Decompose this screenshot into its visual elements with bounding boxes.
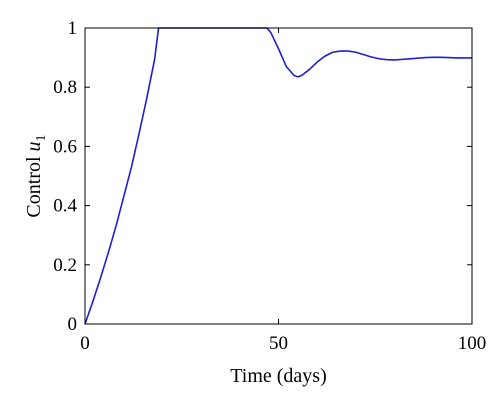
x-tick-label-2: 100	[458, 333, 487, 354]
y-tick-label-0: 0	[68, 314, 78, 335]
y-axis-label-subscript: 1	[34, 134, 49, 141]
y-tick-label-4: 0.8	[53, 77, 77, 98]
ticks-layer	[84, 27, 473, 325]
series-layer	[84, 27, 472, 325]
x-tick-label-1: 50	[269, 333, 288, 354]
y-axis-label: Control u1	[23, 134, 49, 217]
y-tick-label-1: 0.2	[53, 255, 77, 276]
y-tick-label-2: 0.4	[53, 196, 77, 217]
y-axis-label-text: Control	[23, 151, 45, 217]
tick-labels-layer: 0 50 100 0 0.2 0.4 0.6 0.8 1	[53, 18, 486, 354]
y-tick-label-3: 0.6	[53, 136, 77, 157]
plot-area	[85, 28, 472, 324]
x-tick-label-0: 0	[80, 333, 90, 354]
x-axis-label: Time (days)	[230, 365, 326, 387]
y-axis-label-symbol: u	[23, 141, 45, 151]
series-line-1	[84, 27, 472, 325]
y-tick-label-5: 1	[68, 18, 78, 39]
